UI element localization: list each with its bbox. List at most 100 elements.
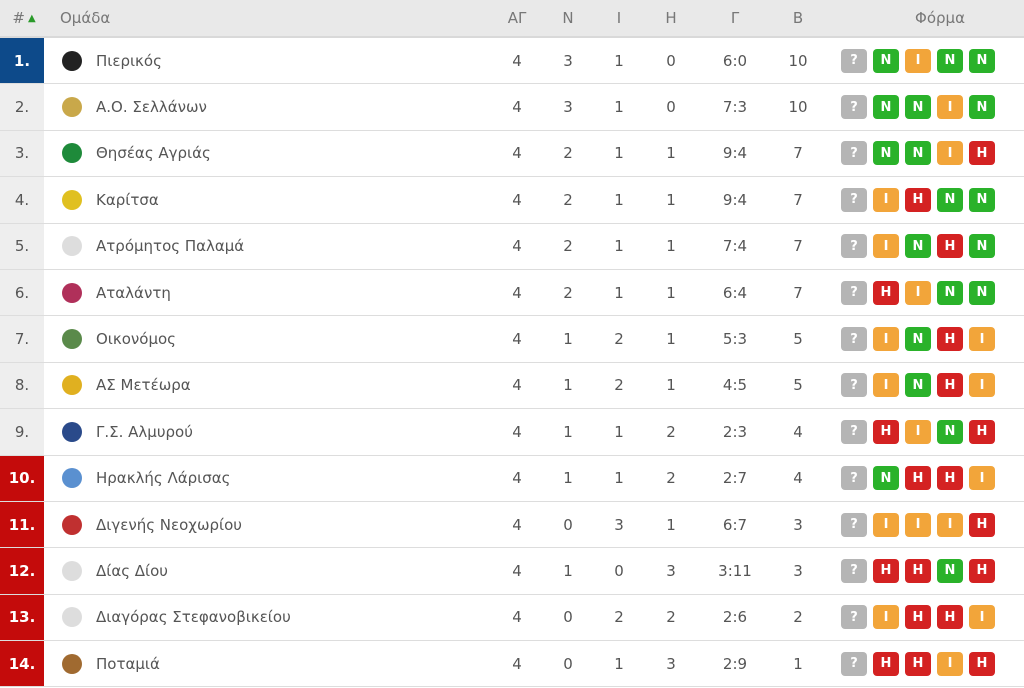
- form-badge[interactable]: I: [937, 95, 963, 120]
- table-row[interactable]: 10. Ηρακλής Λάρισας 4 1 1 2 2:7 4? N H H I: [0, 455, 1024, 502]
- form-badge[interactable]: N: [873, 141, 899, 166]
- form-badge[interactable]: H: [937, 466, 963, 491]
- team-name[interactable]: Ποταμιά: [96, 654, 160, 673]
- form-badge[interactable]: I: [905, 419, 931, 444]
- form-badge[interactable]: ?: [841, 187, 867, 212]
- form-badge[interactable]: N: [969, 95, 995, 120]
- form-badge[interactable]: N: [905, 95, 931, 120]
- played-header[interactable]: ΑΓ: [507, 9, 527, 27]
- form-badge[interactable]: N: [873, 466, 899, 491]
- form-badge[interactable]: H: [937, 605, 963, 630]
- form-badge[interactable]: N: [969, 280, 995, 305]
- form-badge[interactable]: I: [905, 280, 931, 305]
- team-name[interactable]: Πιερικός: [96, 51, 162, 70]
- form-badge[interactable]: I: [873, 605, 899, 630]
- form-badge[interactable]: H: [873, 558, 899, 583]
- form-badge[interactable]: H: [873, 419, 899, 444]
- form-badge[interactable]: I: [969, 466, 995, 491]
- wins-header[interactable]: Ν: [562, 9, 574, 27]
- form-badge[interactable]: N: [937, 419, 963, 444]
- form-badge[interactable]: H: [969, 141, 995, 166]
- form-badge[interactable]: H: [937, 234, 963, 259]
- table-row[interactable]: 2. Α.Ο. Σελλάνων 4 3 1 0 7:3 10? N N I N: [0, 84, 1024, 131]
- form-badge[interactable]: I: [937, 141, 963, 166]
- form-badge[interactable]: H: [873, 280, 899, 305]
- team-name[interactable]: Δίας Δίου: [96, 561, 168, 580]
- form-badge[interactable]: ?: [841, 651, 867, 676]
- table-row[interactable]: 5. Ατρόμητος Παλαμά 4 2 1 1 7:4 7? I N H N: [0, 223, 1024, 270]
- form-badge[interactable]: ?: [841, 327, 867, 352]
- form-badge[interactable]: I: [905, 512, 931, 537]
- form-badge[interactable]: H: [905, 558, 931, 583]
- form-badge[interactable]: H: [937, 327, 963, 352]
- draws-header[interactable]: Ι: [616, 9, 622, 27]
- form-badge[interactable]: N: [969, 187, 995, 212]
- form-badge[interactable]: ?: [841, 280, 867, 305]
- table-row[interactable]: 9. Γ.Σ. Αλμυρού 4 1 1 2 2:3 4? H I N H: [0, 409, 1024, 456]
- form-badge[interactable]: H: [937, 373, 963, 398]
- form-badge[interactable]: ?: [841, 466, 867, 491]
- form-badge[interactable]: ?: [841, 48, 867, 73]
- form-badge[interactable]: H: [969, 419, 995, 444]
- form-badge[interactable]: H: [905, 651, 931, 676]
- form-badge[interactable]: ?: [841, 141, 867, 166]
- form-badge[interactable]: H: [969, 651, 995, 676]
- form-badge[interactable]: I: [873, 373, 899, 398]
- form-badge[interactable]: ?: [841, 512, 867, 537]
- table-row[interactable]: 1. Πιερικός 4 3 1 0 6:0 10? N I N N: [0, 38, 1024, 85]
- form-badge[interactable]: I: [873, 512, 899, 537]
- team-name[interactable]: Οικονόμος: [96, 330, 176, 349]
- team-name[interactable]: Ατρόμητος Παλαμά: [96, 237, 245, 256]
- form-badge[interactable]: ?: [841, 95, 867, 120]
- form-badge[interactable]: I: [937, 651, 963, 676]
- table-row[interactable]: 8. ΑΣ Μετέωρα 4 1 2 1 4:5 5? I N H I: [0, 362, 1024, 410]
- form-badge[interactable]: ?: [841, 234, 867, 259]
- form-badge[interactable]: N: [969, 48, 995, 73]
- table-row[interactable]: 11. Διγενής Νεοχωρίου 4 0 3 1 6:7 3? I I I H: [0, 501, 1024, 549]
- form-badge[interactable]: N: [905, 234, 931, 259]
- team-name[interactable]: Διαγόρας Στεφανοβικείου: [96, 608, 291, 627]
- team-name[interactable]: Γ.Σ. Αλμυρού: [96, 422, 193, 441]
- team-name[interactable]: Διγενής Νεοχωρίου: [96, 515, 242, 534]
- form-badge[interactable]: I: [873, 327, 899, 352]
- table-row[interactable]: 3. Θησέας Αγριάς 4 2 1 1 9:4 7? N N I H: [0, 130, 1024, 178]
- form-badge[interactable]: ?: [841, 605, 867, 630]
- team-name[interactable]: Καρίτσα: [96, 190, 159, 209]
- table-row[interactable]: 4. Καρίτσα 4 2 1 1 9:4 7? I H N N: [0, 177, 1024, 224]
- table-row[interactable]: 13. Διαγόρας Στεφανοβικείου 4 0 2 2 2:6 2? I H H I: [0, 594, 1024, 642]
- form-badge[interactable]: I: [969, 605, 995, 630]
- form-badge[interactable]: I: [969, 373, 995, 398]
- form-badge[interactable]: N: [873, 48, 899, 73]
- goals-header[interactable]: Γ: [730, 9, 740, 27]
- form-badge[interactable]: N: [937, 48, 963, 73]
- form-badge[interactable]: H: [969, 558, 995, 583]
- form-badge[interactable]: ?: [841, 373, 867, 398]
- form-badge[interactable]: H: [873, 651, 899, 676]
- table-row[interactable]: 7. Οικονόμος 4 1 2 1 5:3 5? I N H I: [0, 316, 1024, 363]
- form-badge[interactable]: N: [905, 327, 931, 352]
- rank-header[interactable]: # ▲: [12, 9, 36, 27]
- form-badge[interactable]: N: [937, 280, 963, 305]
- form-badge[interactable]: ?: [841, 419, 867, 444]
- losses-header[interactable]: Η: [665, 9, 677, 27]
- team-header[interactable]: Ομάδα: [60, 9, 111, 27]
- form-badge[interactable]: N: [905, 141, 931, 166]
- form-badge[interactable]: I: [905, 48, 931, 73]
- form-badge[interactable]: N: [873, 95, 899, 120]
- form-badge[interactable]: H: [969, 512, 995, 537]
- form-badge[interactable]: I: [969, 327, 995, 352]
- team-name[interactable]: Θησέας Αγριάς: [96, 144, 211, 163]
- form-badge[interactable]: H: [905, 605, 931, 630]
- form-badge[interactable]: H: [905, 187, 931, 212]
- form-badge[interactable]: N: [905, 373, 931, 398]
- form-badge[interactable]: N: [937, 187, 963, 212]
- table-row[interactable]: 14. Ποταμιά 4 0 1 3 2:9 1? H H I H: [0, 641, 1024, 688]
- table-row[interactable]: 6. Αταλάντη 4 2 1 1 6:4 7? H I N N: [0, 269, 1024, 317]
- form-badge[interactable]: I: [873, 187, 899, 212]
- team-name[interactable]: Α.Ο. Σελλάνων: [96, 98, 207, 117]
- form-badge[interactable]: N: [937, 558, 963, 583]
- form-badge[interactable]: H: [905, 466, 931, 491]
- table-row[interactable]: 12. Δίας Δίου 4 1 0 3 3:11 3? H H N H: [0, 548, 1024, 595]
- team-name[interactable]: Ηρακλής Λάρισας: [96, 469, 231, 488]
- form-badge[interactable]: I: [937, 512, 963, 537]
